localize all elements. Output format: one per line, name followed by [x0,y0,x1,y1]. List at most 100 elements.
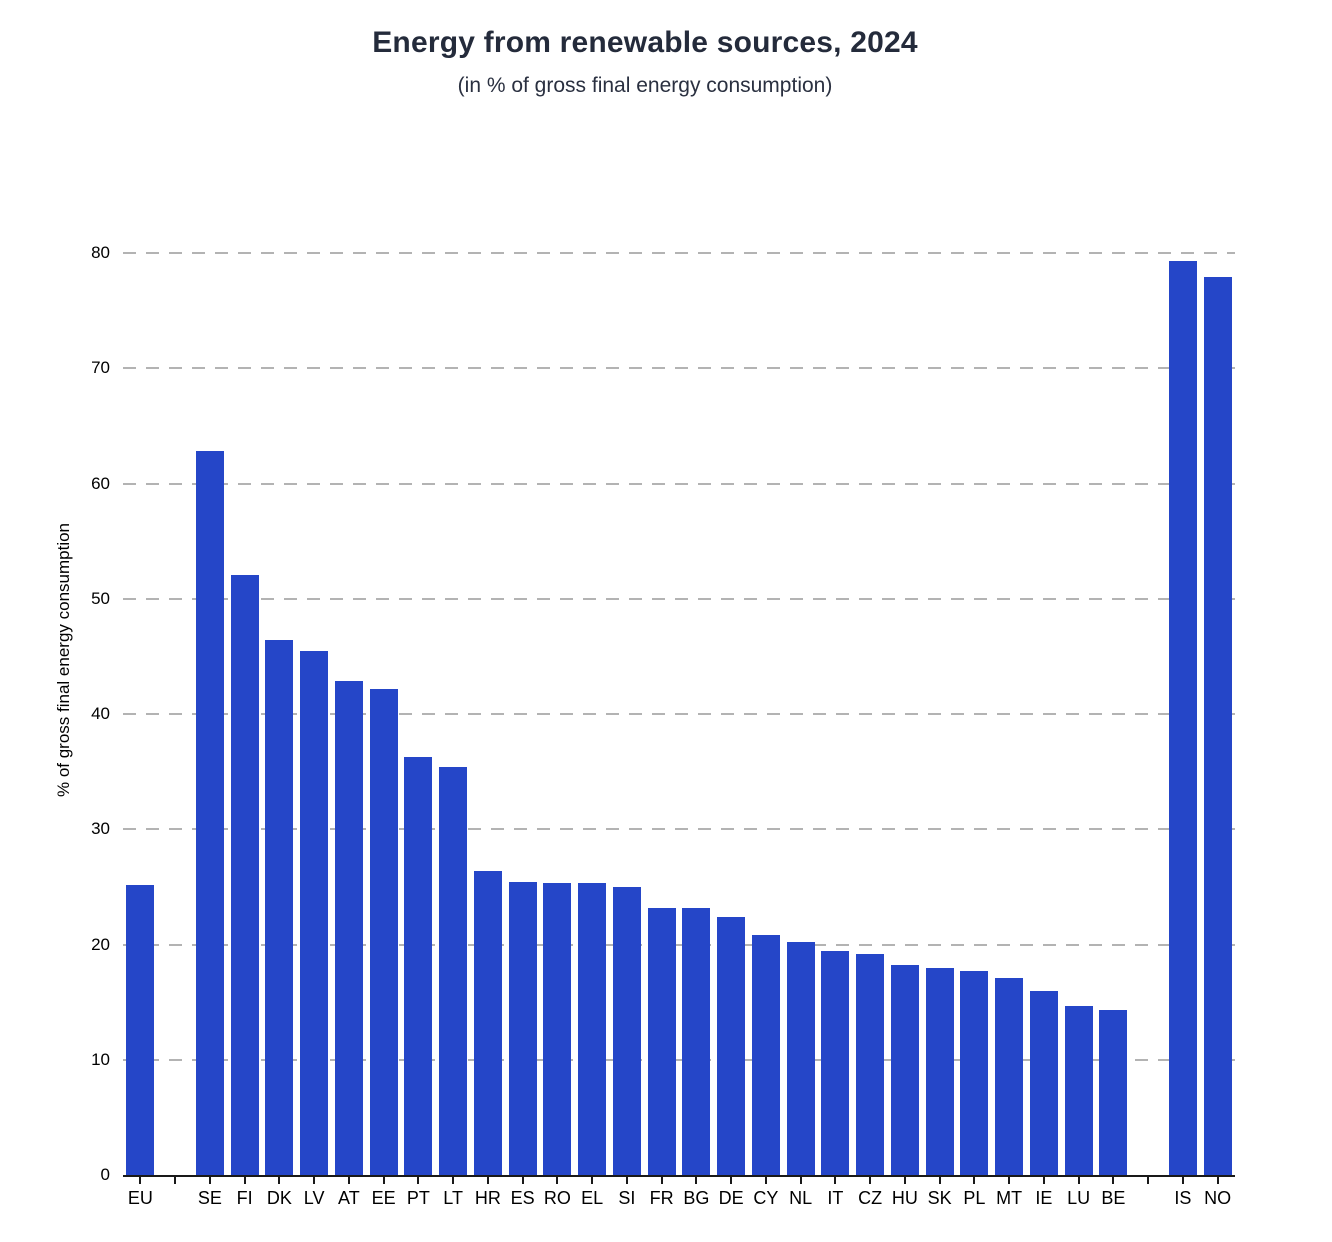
x-tick-label-CY: CY [753,1188,779,1208]
gridline-50 [123,597,1235,600]
bar-MT [995,977,1024,1175]
x-tick-mark-SE [208,1177,211,1184]
x-tick-mark-IE [1042,1177,1045,1184]
x-tick-mark-FI [243,1177,246,1184]
x-tick-mark-CY [764,1177,767,1184]
x-tick-mark-PL [973,1177,976,1184]
chart-title: Energy from renewable sources, 2024 [372,26,918,59]
plot-area: 0 10 20 30 40 50 60 70 80 EU SE FI DK LV AT EE PT LT HR ES R… [91,243,1235,1208]
x-tick-label-PT: PT [406,1188,430,1208]
chart-subtitle: (in % of gross final energy consumption) [457,74,833,97]
bar-AT [334,680,363,1175]
bar-PT [404,756,433,1175]
x-tick-label-EL: EL [581,1188,604,1208]
x-tick-mark-SK [938,1177,941,1184]
x-tick-label-IE: IE [1035,1188,1053,1208]
x-tick-label-LV: LV [303,1188,325,1208]
x-tick-mark-BE [1112,1177,1115,1184]
x-tick-mark-NO [1216,1177,1219,1184]
bar-ES [508,882,537,1175]
y-tick-label-40: 40 [91,704,110,723]
bar-HU [890,965,919,1175]
y-tick-label-0: 0 [100,1165,110,1184]
x-tick-label-SK: SK [927,1188,952,1208]
x-tick-label-SE: SE [197,1188,222,1208]
x-tick-mark-spacer [174,1177,177,1184]
x-tick-label-IT: IT [827,1188,844,1208]
bar-LT [439,767,468,1175]
x-tick-label-MT: MT [996,1188,1023,1208]
x-tick-mark-NL [799,1177,802,1184]
y-tick-label-20: 20 [91,934,110,954]
x-tick-mark-HU [903,1177,906,1184]
x-tick-mark-BG [695,1177,698,1184]
bar-CZ [856,953,885,1175]
x-tick-label-BG: BG [683,1188,710,1208]
x-tick-mark-SI [625,1177,628,1184]
x-tick-label-CZ: CZ [858,1188,883,1208]
x-tick-label-IS: IS [1174,1188,1192,1208]
y-tick-label-80: 80 [91,243,110,262]
x-tick-mark-RO [556,1177,559,1184]
x-tick-label-EE: EE [371,1188,396,1208]
x-tick-label-LT: LT [443,1188,463,1208]
bar-DK [265,640,294,1175]
bar-SK [925,967,954,1175]
bar-PL [960,971,989,1175]
gridline-80 [123,252,1235,254]
x-tick-label-AT: AT [338,1188,360,1208]
gridline-10 [123,1058,1235,1061]
gridline-70 [123,367,1235,370]
x-tick-mark-LU [1077,1177,1080,1184]
x-tick-label-ES: ES [510,1188,535,1208]
bar-IS [1168,261,1197,1175]
y-tick-label-10: 10 [91,1049,110,1069]
x-tick-mark-LT [452,1177,455,1184]
bar-EU [126,884,155,1175]
bar-SE [195,451,224,1175]
bar-BG [682,907,711,1175]
bar-IT [821,951,850,1175]
y-tick-label-50: 50 [91,588,110,608]
x-tick-label-DK: DK [266,1188,292,1208]
gridline-60 [123,482,1235,485]
x-tick-label-PL: PL [963,1188,986,1208]
y-tick-label-30: 30 [91,819,110,839]
x-tick-mark-ES [521,1177,524,1184]
gridline-40 [123,713,1235,715]
bar-RO [543,883,572,1175]
bar-SI [612,886,641,1175]
bar-FI [230,574,259,1175]
x-tick-label-RO: RO [543,1188,571,1208]
bar-CY [751,935,780,1175]
x-tick-mark-FR [660,1177,663,1184]
x-tick-mark-IT [834,1177,837,1184]
gridline-20 [123,943,1235,946]
x-tick-label-FI: FI [236,1188,253,1208]
x-tick-mark-LV [313,1177,316,1184]
x-tick-mark-DE [730,1177,733,1184]
bar-NO [1203,277,1232,1175]
x-tick-label-LU: LU [1067,1188,1091,1208]
x-tick-mark-MT [1008,1177,1011,1184]
y-tick-label-70: 70 [91,358,110,378]
x-tick-mark-AT [347,1177,350,1184]
bar-EL [578,883,607,1175]
x-tick-mark-HR [486,1177,489,1184]
bar-LV [300,650,329,1175]
x-tick-label-HU: HU [891,1188,918,1208]
bar-DE [717,916,746,1175]
x-tick-label-HR: HR [474,1188,501,1208]
x-tick-label-EU: EU [127,1188,153,1208]
x-tick-label-SI: SI [618,1188,636,1208]
y-tick-label-60: 60 [91,473,110,493]
x-tick-mark-spacer [1147,1177,1150,1184]
x-tick-mark-EL [591,1177,594,1184]
bar-FR [647,907,676,1175]
bar-NL [786,942,815,1175]
x-tick-mark-DK [278,1177,281,1184]
y-axis-title: % of gross final energy consumption [54,522,73,798]
bar-LU [1064,1005,1093,1175]
x-tick-label-NL: NL [789,1188,813,1208]
